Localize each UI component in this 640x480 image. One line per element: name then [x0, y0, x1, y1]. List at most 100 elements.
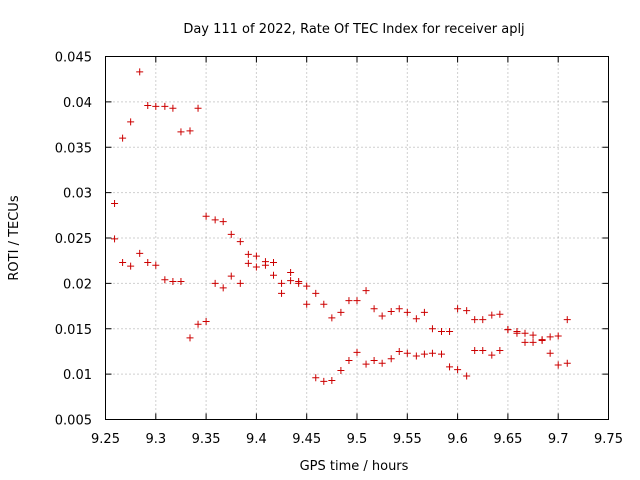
data-point [345, 297, 352, 304]
data-point [446, 363, 453, 370]
data-point [413, 315, 420, 322]
data-point [245, 260, 252, 267]
data-point [454, 305, 461, 312]
data-point [312, 374, 319, 381]
data-point [396, 305, 403, 312]
data-point [220, 284, 227, 291]
x-tick-label: 9.45 [292, 432, 321, 447]
data-point [388, 308, 395, 315]
data-point [547, 333, 554, 340]
x-tick-label: 9.6 [447, 432, 468, 447]
data-point [253, 264, 260, 271]
data-point [522, 330, 529, 337]
data-point [303, 301, 310, 308]
data-point [195, 321, 202, 328]
data-point [127, 118, 134, 125]
x-tick-label: 9.65 [493, 432, 522, 447]
data-point [187, 127, 194, 134]
data-point [237, 238, 244, 245]
y-tick-label: 0.005 [55, 414, 92, 429]
data-point [111, 200, 118, 207]
data-point [454, 366, 461, 373]
data-point [513, 328, 520, 335]
data-point [555, 333, 562, 340]
data-point [320, 378, 327, 385]
data-point [220, 218, 227, 225]
y-tick-label: 0.04 [63, 96, 92, 111]
data-point [187, 334, 194, 341]
data-point [421, 309, 428, 316]
data-point [253, 253, 260, 260]
x-tick-label: 9.55 [393, 432, 422, 447]
data-point [270, 272, 277, 279]
data-point [203, 318, 210, 325]
data-point [161, 276, 168, 283]
data-point [212, 216, 219, 223]
x-tick-labels: 9.25 9.3 9.35 9.4 9.45 9.5 9.55 9.6 9.65 9.7 9.75 [91, 432, 623, 447]
data-point [363, 287, 370, 294]
data-point [278, 290, 285, 297]
x-tick-label: 9.5 [347, 432, 368, 447]
x-tick-label: 9.35 [192, 432, 221, 447]
data-point [564, 360, 571, 367]
x-tick-label: 9.75 [594, 432, 623, 447]
grid [106, 57, 609, 420]
data-point [195, 105, 202, 112]
data-point [446, 328, 453, 335]
y-tick-label: 0.035 [55, 141, 92, 156]
data-point [177, 128, 184, 135]
data-point [371, 305, 378, 312]
y-tick-labels: 0.005 0.01 0.015 0.02 0.025 0.03 0.035 0.04 0.04… [55, 51, 92, 429]
data-point [479, 347, 486, 354]
data-point [547, 350, 554, 357]
data-point [177, 278, 184, 285]
data-point [354, 349, 361, 356]
y-tick-label: 0.02 [63, 277, 92, 292]
data-point [429, 325, 436, 332]
y-tick-label: 0.03 [63, 187, 92, 202]
data-point [564, 316, 571, 323]
data-point [119, 135, 126, 142]
data-point [463, 372, 470, 379]
data-point [278, 280, 285, 287]
data-point [530, 339, 537, 346]
data-point [539, 336, 546, 343]
data-point [303, 283, 310, 290]
data-point [111, 235, 118, 242]
data-point [471, 316, 478, 323]
data-point [496, 347, 503, 354]
data-point [530, 332, 537, 339]
data-point [152, 262, 159, 269]
data-point [328, 377, 335, 384]
data-point [144, 259, 151, 266]
data-point [328, 314, 335, 321]
data-point [438, 328, 445, 335]
data-point [337, 309, 344, 316]
x-tick-label: 9.3 [145, 432, 166, 447]
data-point [354, 297, 361, 304]
data-point [404, 309, 411, 316]
y-tick-label: 0.015 [55, 323, 92, 338]
x-tick-label: 9.7 [548, 432, 569, 447]
x-tick-label: 9.4 [246, 432, 267, 447]
data-point [379, 360, 386, 367]
data-point [479, 316, 486, 323]
data-point [119, 259, 126, 266]
data-point [262, 262, 269, 269]
data-point [371, 357, 378, 364]
data-point [312, 290, 319, 297]
data-point [379, 313, 386, 320]
data-point [295, 280, 302, 287]
data-point [488, 352, 495, 359]
data-point [228, 273, 235, 280]
data-point [345, 357, 352, 364]
chart-title: Day 111 of 2022, Rate Of TEC Index for r… [183, 22, 524, 37]
data-point [136, 68, 143, 75]
data-point [555, 362, 562, 369]
data-point [396, 348, 403, 355]
data-point [320, 301, 327, 308]
roti-scatter-chart: Day 111 of 2022, Rate Of TEC Index for r… [0, 0, 640, 480]
data-point [169, 278, 176, 285]
data-point [237, 280, 244, 287]
data-point [203, 213, 210, 220]
